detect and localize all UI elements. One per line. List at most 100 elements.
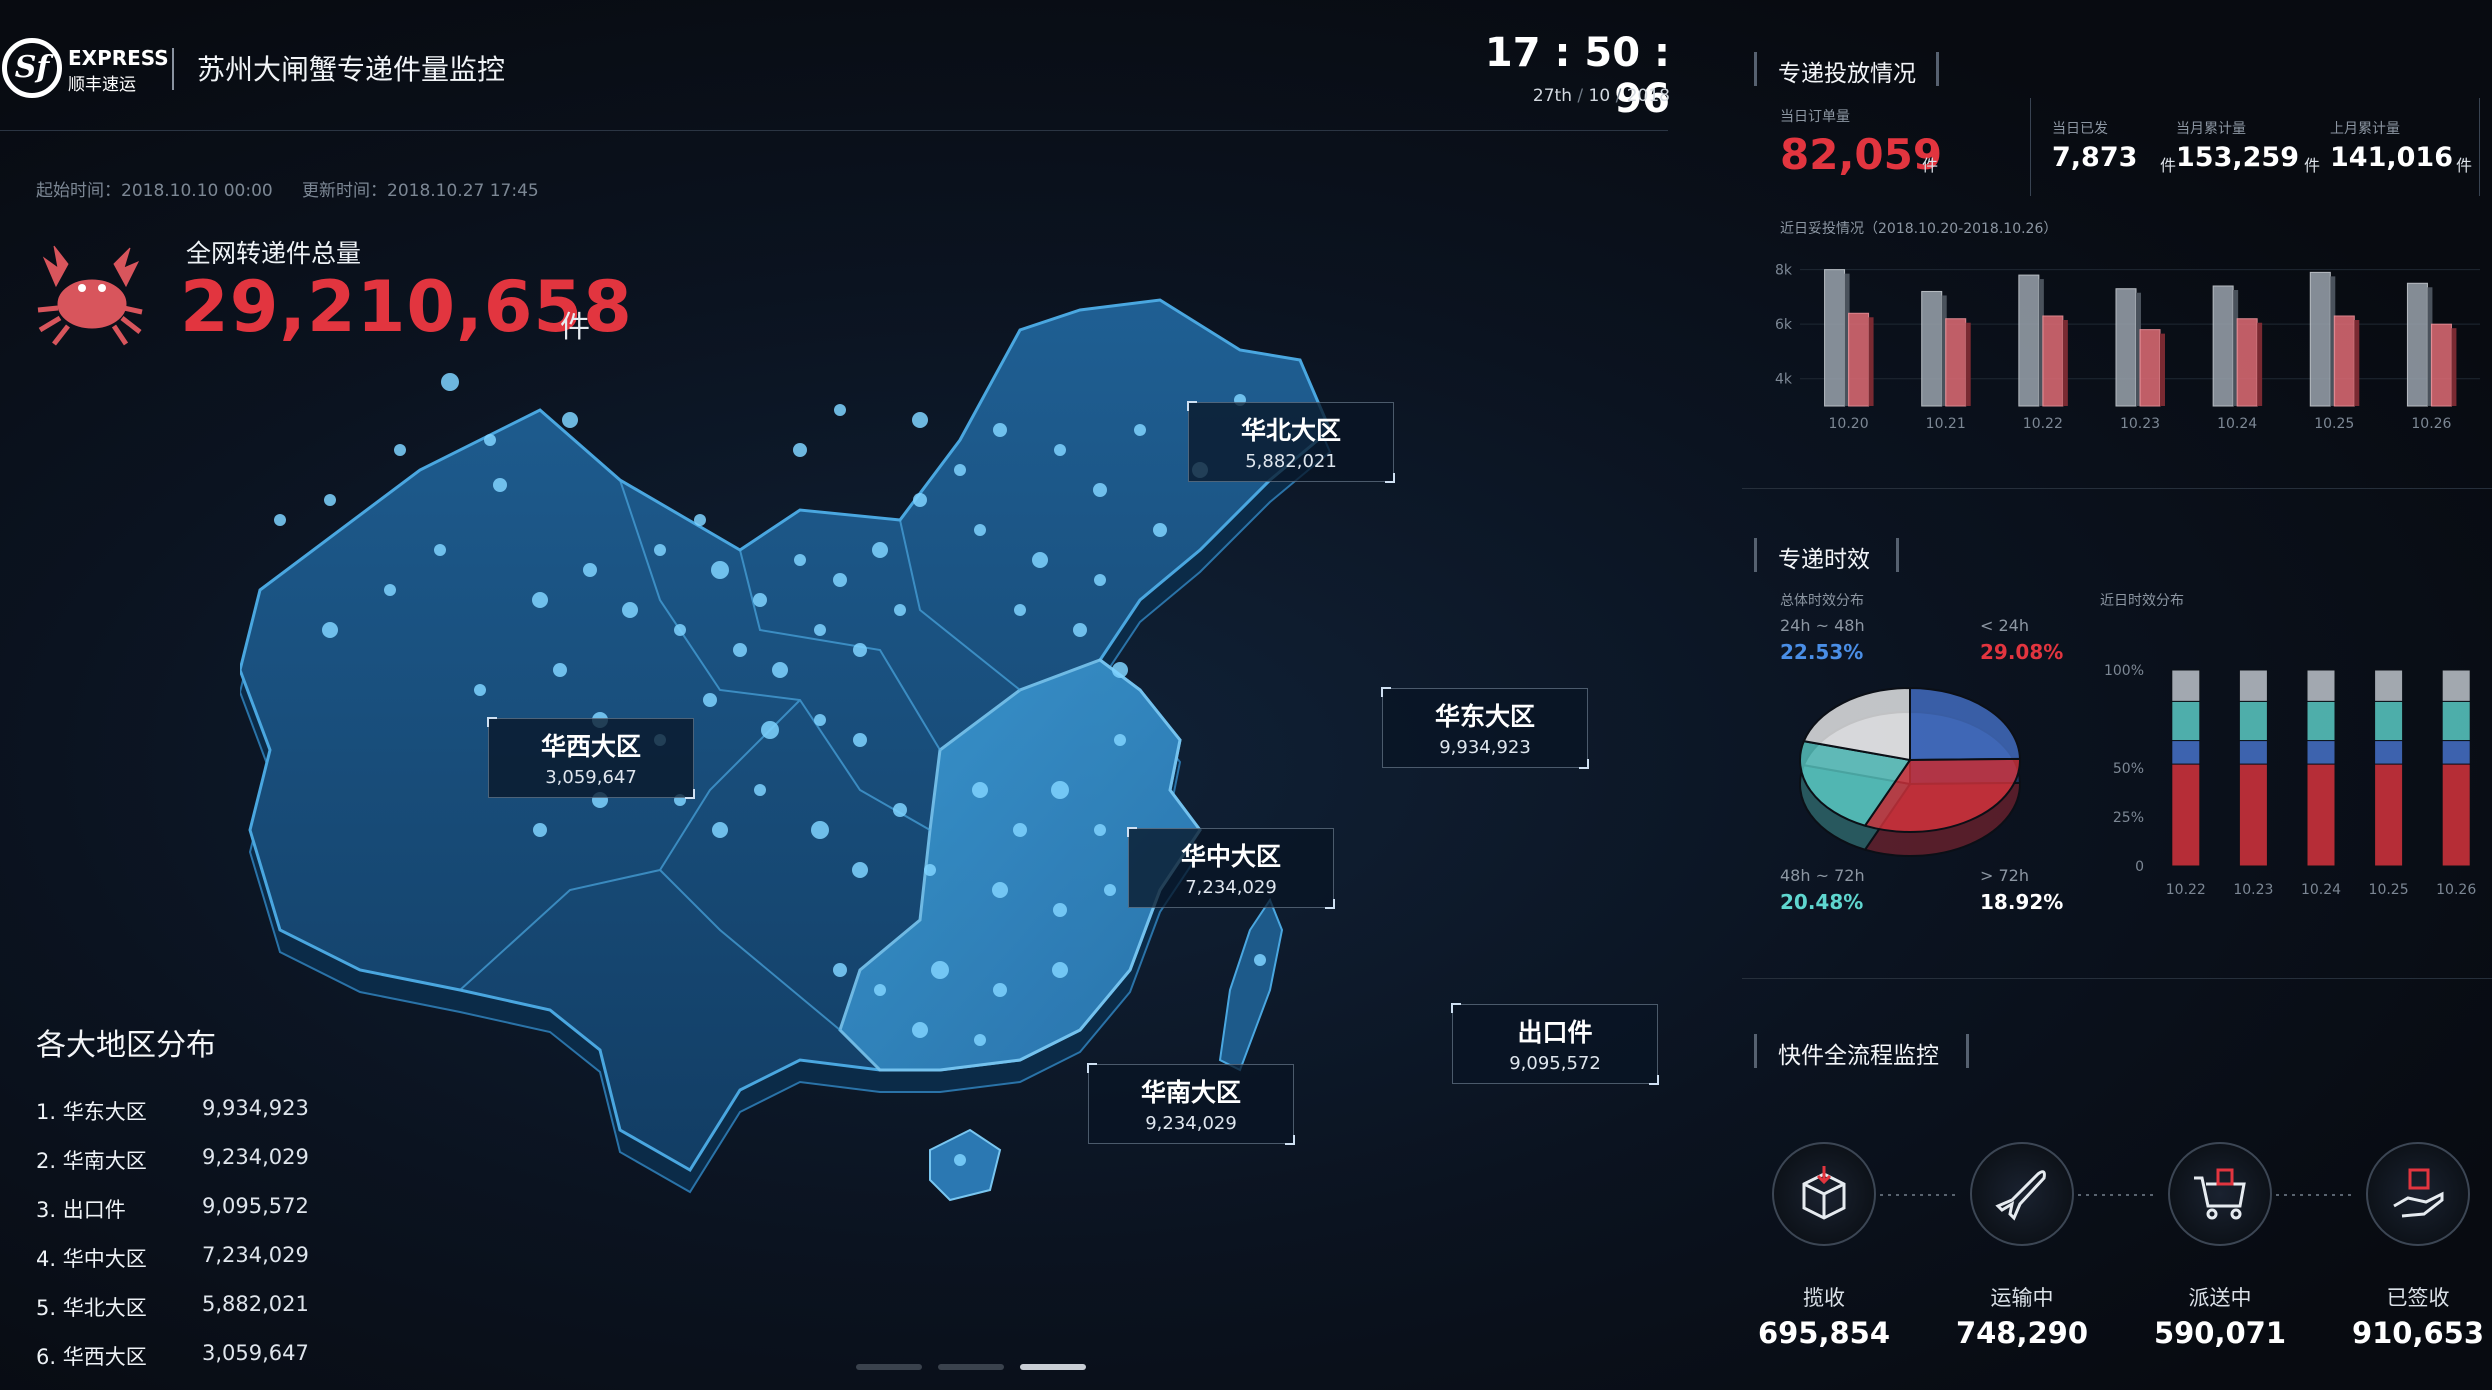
update-time: 更新时间：2018.10.27 17:45 bbox=[302, 181, 539, 201]
bar-mark bbox=[2115, 288, 2137, 407]
slice-pct: 18.92% bbox=[1980, 890, 2064, 914]
timeliness-stacked-bar-chart: 100% 50% 25% 0 10.22 10.23 10.24 10.25 10.26 bbox=[2104, 663, 2476, 898]
x-tick-label: 10.24 bbox=[2217, 416, 2257, 432]
bar-mark bbox=[1824, 269, 1846, 407]
step-name: 已签收 bbox=[2386, 1286, 2450, 1310]
start-time: 起始时间：2018.10.10 00:00 bbox=[36, 181, 273, 201]
region-label-export[interactable]: 出口件 9,095,572 bbox=[1451, 1003, 1659, 1085]
slice-pct: 20.48% bbox=[1780, 890, 1864, 914]
unit: 件 bbox=[1922, 156, 1939, 175]
step-value: 590,071 bbox=[2153, 1316, 2287, 1350]
sf-logo-mark: Sf bbox=[2, 38, 62, 98]
stack-segment bbox=[2171, 669, 2201, 702]
stack-segment bbox=[2441, 669, 2471, 702]
kpi-label: 上月累计量 bbox=[2330, 121, 2400, 137]
step-name: 派送中 bbox=[2188, 1286, 2252, 1310]
x-tick-label: 10.23 bbox=[2233, 882, 2273, 898]
region-name: 华南大区 bbox=[1140, 1078, 1241, 1107]
rank-name: 5. 华北大区 bbox=[36, 1296, 147, 1320]
ranking-list: 1. 华东大区 9,934,923 2. 华南大区 9,234,029 3. 出口件… bbox=[36, 1096, 336, 1390]
section-divider bbox=[1742, 488, 2492, 489]
region-name: 出口件 bbox=[1517, 1018, 1593, 1047]
list-item: 3. 出口件 9,095,572 bbox=[36, 1194, 336, 1243]
bar-mark bbox=[2406, 282, 2428, 407]
region-name: 华北大区 bbox=[1240, 416, 1341, 445]
region-label-east[interactable]: 华东大区 9,934,923 bbox=[1381, 687, 1589, 769]
hand-package-icon bbox=[2393, 1168, 2444, 1218]
y-tick-label: 6k bbox=[1775, 317, 1793, 333]
page-title: 苏州大闸蟹专递件量监控 bbox=[197, 53, 506, 86]
bar-mark bbox=[2236, 318, 2258, 407]
bar-side bbox=[1941, 295, 1947, 406]
step-collect[interactable] bbox=[1772, 1142, 1876, 1246]
kpi-box bbox=[2030, 98, 2480, 196]
sf-express-logo: Sf EXPRESS 顺丰速运 bbox=[2, 38, 169, 100]
region-name: 华东大区 bbox=[1434, 702, 1535, 731]
region-label-west[interactable]: 华西大区 3,059,647 bbox=[487, 717, 695, 799]
date-year: 2018 bbox=[1626, 86, 1670, 106]
x-tick-label: 10.22 bbox=[2166, 882, 2206, 898]
list-item: 4. 华中大区 7,234,029 bbox=[36, 1243, 336, 1292]
unit: 件 bbox=[2160, 156, 2177, 175]
section-bracket bbox=[1966, 1034, 1969, 1068]
stack-segment bbox=[2238, 669, 2268, 702]
region-label-north[interactable]: 华北大区 5,882,021 bbox=[1187, 401, 1395, 483]
pager-dot-3-active[interactable] bbox=[1020, 1364, 1086, 1370]
total-unit: 件 bbox=[560, 310, 590, 345]
plane-icon bbox=[1995, 1170, 2046, 1221]
y-tick-label: 50% bbox=[2113, 761, 2144, 777]
step-value: 910,653 bbox=[2351, 1316, 2485, 1350]
region-value: 9,934,923 bbox=[1439, 737, 1531, 758]
stack-segment bbox=[2306, 700, 2336, 742]
pie-caption: 总体时效分布 bbox=[1780, 593, 1864, 609]
x-tick-label: 10.25 bbox=[2369, 882, 2409, 898]
kpi-label: 当月累计量 bbox=[2176, 121, 2246, 137]
bar-side bbox=[2427, 287, 2433, 406]
bar-side bbox=[2062, 320, 2068, 406]
x-tick-label: 10.22 bbox=[2023, 416, 2063, 432]
stack-segment bbox=[2374, 700, 2404, 742]
kpi-value: 153,259 bbox=[2176, 142, 2299, 173]
x-tick-label: 10.21 bbox=[1926, 416, 1966, 432]
bar-mark bbox=[2309, 271, 2331, 407]
slice-label: < 24h bbox=[1980, 616, 2029, 635]
pie-slice bbox=[1799, 740, 1912, 827]
slice-pct: 22.53% bbox=[1780, 640, 1864, 664]
step-signed[interactable] bbox=[2366, 1142, 2470, 1246]
stack-segment bbox=[2306, 740, 2336, 765]
rank-value: 3,059,647 bbox=[202, 1341, 309, 1365]
step-name: 揽收 bbox=[1803, 1286, 1845, 1310]
delivery-title: 专递投放情况 bbox=[1778, 61, 1916, 87]
region-label-central[interactable]: 华中大区 7,234,029 bbox=[1127, 827, 1335, 909]
step-transit[interactable] bbox=[1970, 1142, 2074, 1246]
clock-date: 27th / 10 / 2018 bbox=[1470, 86, 1670, 106]
step-value: 695,854 bbox=[1757, 1316, 1891, 1350]
pager-dot-1[interactable] bbox=[856, 1364, 922, 1370]
bar-side bbox=[2257, 322, 2263, 406]
box-icon bbox=[1802, 1166, 1846, 1220]
ranking-title: 各大地区分布 bbox=[36, 1028, 216, 1063]
region-label-south[interactable]: 华南大区 9,234,029 bbox=[1087, 1063, 1295, 1145]
unit: 件 bbox=[2456, 156, 2473, 175]
pager-dot-2[interactable] bbox=[938, 1364, 1004, 1370]
chart-caption: 近日妥投情况（2018.10.20-2018.10.26） bbox=[1780, 221, 2058, 237]
bar-mark bbox=[1921, 290, 1943, 407]
y-tick-label: 25% bbox=[2113, 810, 2144, 826]
bar-mark bbox=[2042, 315, 2064, 407]
kpi-value: 141,016 bbox=[2330, 142, 2453, 173]
step-delivering[interactable] bbox=[2168, 1142, 2272, 1246]
cart-icon bbox=[2194, 1168, 2246, 1220]
y-tick-label: 0 bbox=[2135, 859, 2144, 875]
list-item: 2. 华南大区 9,234,029 bbox=[36, 1145, 336, 1194]
bar-mark bbox=[1945, 318, 1967, 407]
bar-side bbox=[2233, 290, 2239, 406]
date-sep: / bbox=[1577, 86, 1584, 106]
bar-mark bbox=[2212, 285, 2234, 407]
total-value: 29,210,658 bbox=[180, 266, 633, 348]
rank-name: 1. 华东大区 bbox=[36, 1100, 147, 1124]
rank-value: 9,934,923 bbox=[202, 1096, 309, 1120]
bar-side bbox=[2354, 320, 2360, 406]
list-item: 6. 华西大区 3,059,647 bbox=[36, 1341, 336, 1390]
kpi-label: 当日已发 bbox=[2052, 121, 2108, 137]
region-value: 9,234,029 bbox=[1145, 1113, 1237, 1134]
